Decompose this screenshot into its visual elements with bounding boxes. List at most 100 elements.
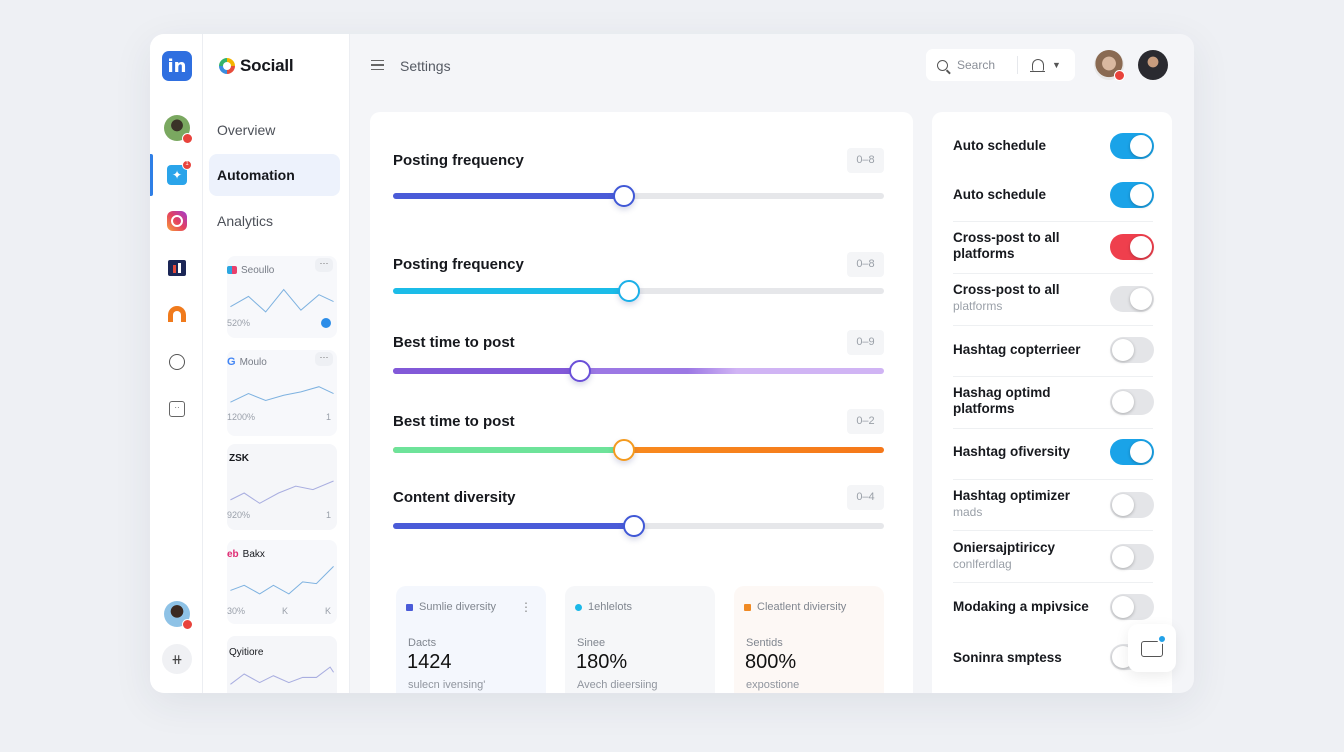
- bar-chart-rail-button[interactable]: [163, 254, 191, 282]
- toggle-switch[interactable]: [1110, 234, 1154, 260]
- toggle-switch[interactable]: [1110, 594, 1154, 620]
- mini-card-count: K: [324, 606, 331, 616]
- divider: [953, 479, 1153, 480]
- mini-card-title: Bakx: [242, 548, 265, 560]
- slider-track[interactable]: [393, 515, 884, 537]
- slider-track[interactable]: [393, 280, 884, 302]
- notification-badge: 1: [182, 160, 192, 170]
- mini-card-zsk[interactable]: ZSK 920% 1: [227, 444, 337, 530]
- stat-value: 800%: [745, 651, 797, 673]
- mini-card-value: 920%: [227, 510, 251, 520]
- search-input[interactable]: Search: [957, 58, 996, 72]
- toggle-panel: Auto schedule Auto schedule Cross-post t…: [932, 112, 1172, 693]
- arch-rail-button[interactable]: [163, 300, 191, 328]
- mini-card-value: 30%: [227, 606, 246, 616]
- google-icon: G: [227, 356, 236, 368]
- mini-card-qyitiore[interactable]: Qyitiore: [227, 636, 337, 693]
- toggle-label: Hashtag ofiversity: [953, 444, 1071, 459]
- profile-avatar[interactable]: [163, 114, 193, 144]
- mini-card-bakx[interactable]: eb Bakx 30% K K: [227, 540, 337, 624]
- bar-chart-icon: [168, 260, 186, 276]
- toggle-switch[interactable]: [1110, 389, 1154, 415]
- legend-swatch: [406, 603, 413, 611]
- sidebar-item-overview[interactable]: Overview: [209, 109, 340, 151]
- instagram-rail-button[interactable]: [163, 207, 191, 235]
- toggle-switch[interactable]: [1110, 337, 1154, 363]
- toggle-label: Auto schedule: [953, 138, 1047, 153]
- mini-card-footer: 30% K K: [227, 606, 331, 616]
- chat-rail-button[interactable]: [163, 348, 191, 376]
- toggle-switch[interactable]: [1110, 492, 1154, 518]
- stat-sub: sulecn ivensing': [408, 679, 486, 691]
- toggle-label: Hashtag copterrieer: [953, 342, 1081, 357]
- divider: [953, 325, 1153, 326]
- more-button[interactable]: ···: [315, 352, 333, 366]
- linkedin-logo-icon[interactable]: in: [162, 51, 192, 81]
- more-vertical-icon[interactable]: ⋮: [520, 600, 532, 614]
- expand-button[interactable]: ⧺: [162, 644, 192, 674]
- sidebar-item-label: Overview: [217, 122, 276, 138]
- sidebar-item-analytics[interactable]: Analytics: [209, 200, 340, 242]
- chat-icon: [169, 354, 185, 370]
- user-avatar-bottom[interactable]: [163, 600, 193, 630]
- mini-card-title: Qyitiore: [229, 646, 264, 658]
- stat-card-2[interactable]: 1ehlelots Sinee 180% Avech dieersiing: [565, 586, 715, 693]
- stat-card-1[interactable]: Sumlie diversity ⋮ Dacts 1424 sulecn ive…: [396, 586, 546, 693]
- chevron-down-icon[interactable]: ▼: [1052, 60, 1061, 70]
- brand[interactable]: Sociall: [219, 56, 294, 76]
- top-bar: Settings Search ▼: [350, 34, 1194, 100]
- slider-thumb[interactable]: [622, 515, 645, 537]
- avatar: [164, 115, 193, 144]
- stat-sub: expostione: [746, 679, 800, 691]
- toggle-knob: [1112, 339, 1134, 361]
- toggle-knob: [1130, 135, 1152, 157]
- sparkline: [230, 288, 334, 313]
- avatar-badge: [182, 619, 193, 630]
- mini-card-moulo[interactable]: G Moulo ··· 1200% 1: [227, 350, 337, 436]
- divider: [1017, 56, 1018, 74]
- more-button[interactable]: ···: [315, 258, 333, 272]
- slider-fill: [393, 193, 624, 199]
- page-title: Settings: [400, 58, 451, 74]
- settings-panel: Posting frequency 0–8 Posting frequency …: [370, 112, 913, 693]
- slider-thumb[interactable]: [568, 360, 591, 382]
- divider: [953, 376, 1153, 377]
- slider-thumb[interactable]: [617, 280, 640, 302]
- mini-card-mid: K: [281, 606, 288, 616]
- slider-track[interactable]: [393, 360, 884, 382]
- toggle-switch[interactable]: [1110, 544, 1154, 570]
- floating-action-button[interactable]: [1128, 624, 1176, 672]
- slider-thumb[interactable]: [612, 439, 635, 461]
- bell-icon[interactable]: [1030, 59, 1045, 72]
- mini-card-seoullo[interactable]: Seoullo ··· 520%: [227, 256, 337, 338]
- toggle-switch[interactable]: [1110, 133, 1154, 159]
- box-rail-button[interactable]: ··: [163, 395, 191, 423]
- toggle-switch[interactable]: [1110, 286, 1154, 312]
- search-bar[interactable]: Search ▼: [926, 49, 1075, 81]
- slider-label: Posting frequency: [393, 256, 524, 273]
- sparkline: [230, 480, 334, 504]
- mini-card-title: ZSK: [229, 452, 249, 464]
- slider-thumb[interactable]: [612, 185, 635, 207]
- avatar: [164, 601, 193, 630]
- sidebar-item-automation[interactable]: Automation: [209, 154, 340, 196]
- user-avatar-2[interactable]: [1138, 50, 1168, 80]
- toggle-switch[interactable]: [1110, 182, 1154, 208]
- stat-sub: Avech dieersiing: [577, 679, 658, 691]
- slider-track[interactable]: [393, 185, 884, 207]
- stat-card-title: Sumlie diversity: [419, 601, 497, 613]
- mini-card-header: G Moulo: [227, 352, 337, 372]
- toggle-sublabel: mads: [953, 505, 983, 519]
- toggle-switch[interactable]: [1110, 439, 1154, 465]
- search-icon: [937, 59, 948, 71]
- menu-icon[interactable]: [371, 60, 384, 70]
- avatar-badge: [182, 133, 193, 144]
- twitter-rail-button[interactable]: ✦ 1: [163, 160, 192, 189]
- sparkline: [230, 386, 334, 403]
- range-chip: 0–2: [847, 409, 884, 434]
- mini-card-header: Qyitiore: [229, 642, 339, 662]
- stat-card-3[interactable]: Cleatlent diviersity Sentids 800% expost…: [734, 586, 884, 693]
- mini-card-count: 1: [325, 510, 331, 520]
- user-avatar[interactable]: [1094, 50, 1125, 81]
- slider-track[interactable]: [393, 439, 884, 461]
